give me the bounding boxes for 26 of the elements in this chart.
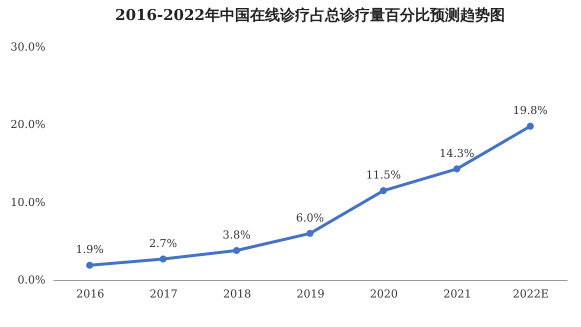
x-tick-label: 2020 bbox=[370, 288, 398, 300]
point bbox=[526, 122, 534, 130]
point bbox=[86, 262, 94, 269]
y-tick-label: 0.0% bbox=[18, 274, 46, 286]
y-tick-label: 10.0% bbox=[10, 196, 46, 209]
point bbox=[380, 187, 387, 194]
data-label: 1.9% bbox=[76, 243, 104, 256]
chart-title: 2016-2022年中国在线诊疗占总诊疗量百分比预测趋势图 bbox=[115, 6, 505, 24]
point bbox=[160, 256, 167, 263]
data-label: 19.8% bbox=[512, 104, 548, 118]
x-tick-label: 2022E bbox=[512, 288, 549, 300]
data-label: 6.0% bbox=[296, 211, 324, 224]
x-tick-label: 2017 bbox=[150, 288, 178, 300]
y-tick-label: 20.0% bbox=[10, 118, 46, 132]
data-label: 2.7% bbox=[149, 237, 178, 250]
x-tick-label: 2018 bbox=[223, 288, 252, 300]
point bbox=[306, 230, 314, 237]
data-label: 14.3% bbox=[439, 146, 474, 160]
x-tick-label: 2016 bbox=[76, 288, 104, 300]
y-tick-label: 30.0% bbox=[10, 40, 46, 54]
point bbox=[453, 165, 460, 172]
data-label: 3.8% bbox=[222, 228, 251, 242]
x-tick-label: 2021 bbox=[443, 288, 472, 300]
point bbox=[233, 246, 240, 254]
data-label: 11.5% bbox=[366, 168, 401, 182]
x-tick-label: 2019 bbox=[296, 288, 324, 300]
